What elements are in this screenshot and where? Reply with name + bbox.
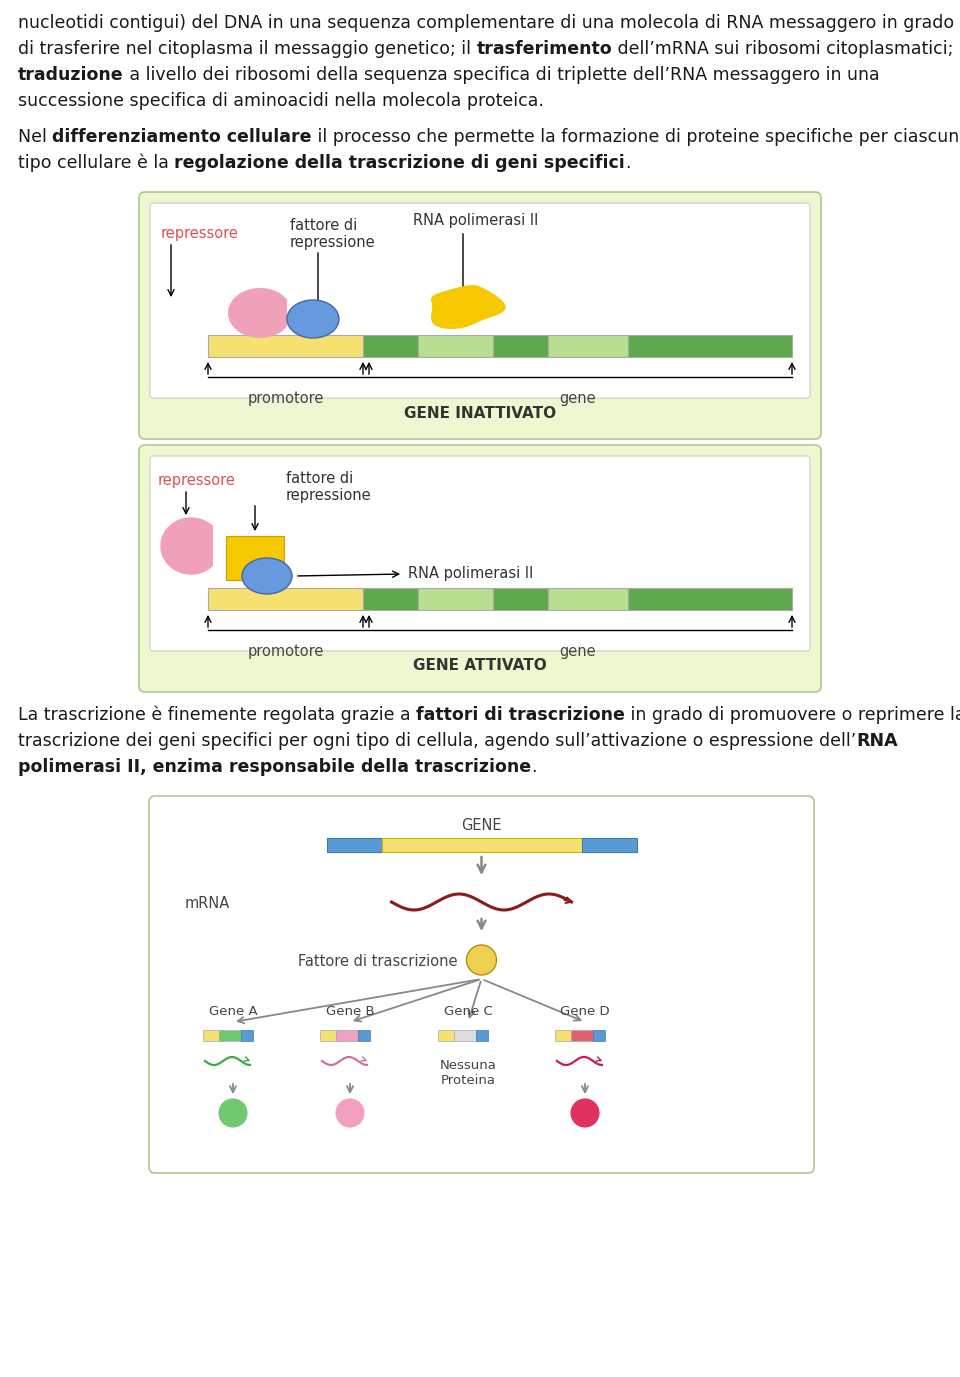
Text: fattore di
repressione: fattore di repressione xyxy=(286,471,372,504)
Text: regolazione della trascrizione di geni specifici: regolazione della trascrizione di geni s… xyxy=(175,154,625,172)
Text: GENE INATTIVATO: GENE INATTIVATO xyxy=(404,405,556,420)
Text: RNA polimerasi II: RNA polimerasi II xyxy=(413,213,539,229)
Polygon shape xyxy=(161,518,212,574)
Text: .: . xyxy=(625,154,631,172)
Text: Gene B: Gene B xyxy=(325,1005,374,1018)
Text: Nessuna
Proteina: Nessuna Proteina xyxy=(440,1059,496,1086)
Text: mRNA: mRNA xyxy=(185,896,230,912)
Text: tipo cellulare è la: tipo cellulare è la xyxy=(18,154,175,172)
Bar xyxy=(219,1030,241,1041)
Bar xyxy=(628,588,792,610)
Text: polimerasi II, enzima responsabile della trascrizione: polimerasi II, enzima responsabile della… xyxy=(18,757,531,777)
Bar xyxy=(363,588,418,610)
Bar xyxy=(454,1030,476,1041)
Polygon shape xyxy=(228,288,287,337)
Bar xyxy=(548,588,628,610)
Text: Nel: Nel xyxy=(18,128,53,146)
Bar xyxy=(493,335,548,357)
Text: trascrizione dei geni specifici per ogni tipo di cellula, agendo sull’attivazion: trascrizione dei geni specifici per ogni… xyxy=(18,733,856,750)
Bar xyxy=(593,1030,605,1041)
Text: RNA polimerasi II: RNA polimerasi II xyxy=(408,566,534,581)
Text: Gene D: Gene D xyxy=(561,1005,610,1018)
Ellipse shape xyxy=(242,558,292,593)
Text: repressore: repressore xyxy=(161,226,239,241)
Text: .: . xyxy=(531,757,537,777)
Text: trasferimento: trasferimento xyxy=(476,40,612,58)
Bar xyxy=(381,839,582,852)
Bar xyxy=(493,588,548,610)
Text: dell’mRNA sui ribosomi citoplasmatici; la: dell’mRNA sui ribosomi citoplasmatici; l… xyxy=(612,40,960,58)
Bar xyxy=(548,335,628,357)
FancyBboxPatch shape xyxy=(150,202,810,398)
Bar xyxy=(363,335,418,357)
Text: promotore: promotore xyxy=(248,391,324,406)
Bar xyxy=(571,1030,593,1041)
Polygon shape xyxy=(432,286,505,328)
Text: successione specifica di aminoacidi nella molecola proteica.: successione specifica di aminoacidi nell… xyxy=(18,92,544,110)
Bar xyxy=(326,839,381,852)
Text: GENE ATTIVATO: GENE ATTIVATO xyxy=(413,658,547,673)
Text: GENE: GENE xyxy=(461,818,502,833)
FancyBboxPatch shape xyxy=(149,796,814,1173)
Text: Gene C: Gene C xyxy=(444,1005,492,1018)
Circle shape xyxy=(571,1099,599,1126)
Bar xyxy=(418,335,493,357)
Circle shape xyxy=(467,945,496,975)
Bar xyxy=(418,588,493,610)
FancyBboxPatch shape xyxy=(139,191,821,439)
Bar xyxy=(582,839,636,852)
Text: Gene A: Gene A xyxy=(208,1005,257,1018)
Text: fattore di
repressione: fattore di repressione xyxy=(290,218,375,251)
Text: a livello dei ribosomi della sequenza specifica di triplette dell’RNA messaggero: a livello dei ribosomi della sequenza sp… xyxy=(124,66,879,84)
Text: repressore: repressore xyxy=(158,474,236,487)
Text: nucleotidi contigui) del DNA in una sequenza complementare di una molecola di RN: nucleotidi contigui) del DNA in una sequ… xyxy=(18,14,954,32)
Bar xyxy=(358,1030,370,1041)
Bar xyxy=(241,1030,253,1041)
Circle shape xyxy=(336,1099,364,1126)
Text: promotore: promotore xyxy=(248,644,324,660)
Bar xyxy=(628,335,792,357)
Bar xyxy=(208,588,363,610)
Text: di trasferire nel citoplasma il messaggio genetico; il: di trasferire nel citoplasma il messaggi… xyxy=(18,40,476,58)
FancyBboxPatch shape xyxy=(150,456,810,651)
Text: Fattore di trascrizione: Fattore di trascrizione xyxy=(298,954,458,969)
Text: il processo che permette la formazione di proteine specifiche per ciascun: il processo che permette la formazione d… xyxy=(312,128,959,146)
Bar xyxy=(476,1030,488,1041)
Bar xyxy=(203,1030,219,1041)
Text: RNA: RNA xyxy=(856,733,898,750)
Bar xyxy=(208,335,363,357)
Bar xyxy=(320,1030,336,1041)
Text: La trascrizione è finemente regolata grazie a: La trascrizione è finemente regolata gra… xyxy=(18,706,416,724)
Bar xyxy=(336,1030,358,1041)
Bar xyxy=(226,536,284,580)
Text: traduzione: traduzione xyxy=(18,66,124,84)
Text: differenziamento cellulare: differenziamento cellulare xyxy=(53,128,312,146)
Text: gene: gene xyxy=(559,391,596,406)
Text: in grado di promuovere o reprimere la: in grado di promuovere o reprimere la xyxy=(625,706,960,724)
Bar xyxy=(438,1030,454,1041)
Ellipse shape xyxy=(287,300,339,337)
FancyBboxPatch shape xyxy=(139,445,821,693)
Bar xyxy=(555,1030,571,1041)
Text: gene: gene xyxy=(559,644,596,660)
Circle shape xyxy=(219,1099,247,1126)
Text: fattori di trascrizione: fattori di trascrizione xyxy=(416,706,625,724)
